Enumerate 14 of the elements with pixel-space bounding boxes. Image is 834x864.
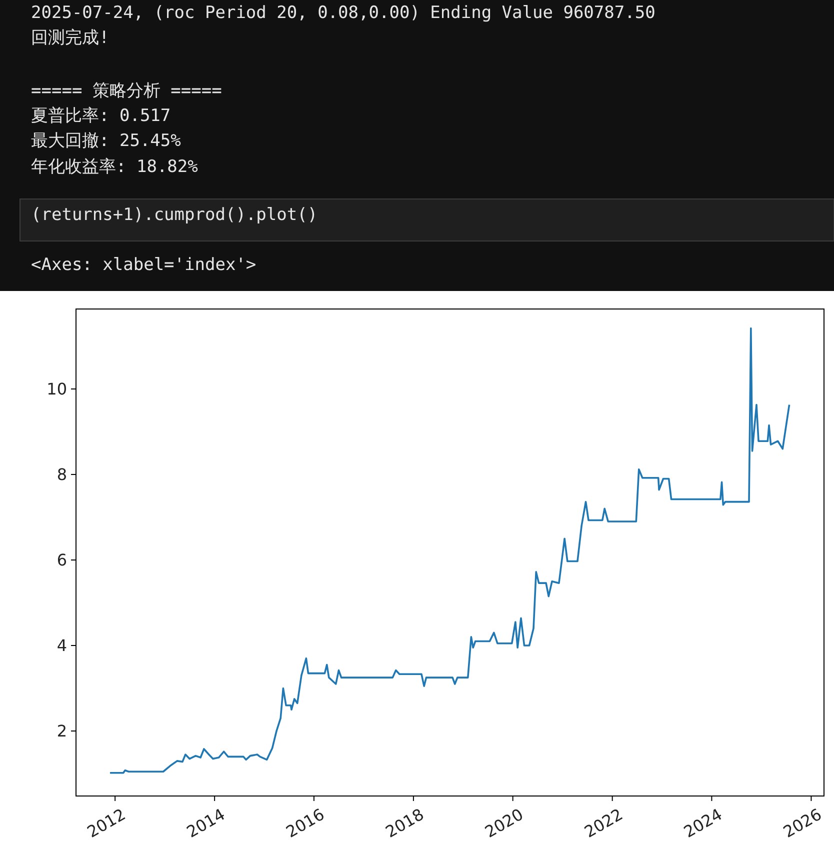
text: 2025-07-24, (roc Period 20, 0.08,0.00) Ending Value 960787.50 (31, 3, 656, 23)
text: <Axes: xlabel='index'> (31, 255, 256, 275)
y-tick-label: 4 (56, 636, 67, 656)
text: (returns+1).cumprod().plot() (31, 205, 318, 225)
text: 最大回撤: 25.45% (31, 131, 181, 151)
y-tick-label: 2 (56, 722, 67, 741)
text: ===== 策略分析 ===== (31, 81, 222, 101)
line-series (109, 327, 790, 774)
text: 年化收益率: 18.82% (31, 157, 198, 177)
y-tick-label: 6 (56, 550, 67, 570)
text: 回测完成! (31, 28, 110, 48)
y-tick-label: 8 (56, 465, 67, 484)
y-tick-label: 10 (46, 380, 67, 399)
text: 夏普比率: 0.517 (31, 106, 171, 126)
